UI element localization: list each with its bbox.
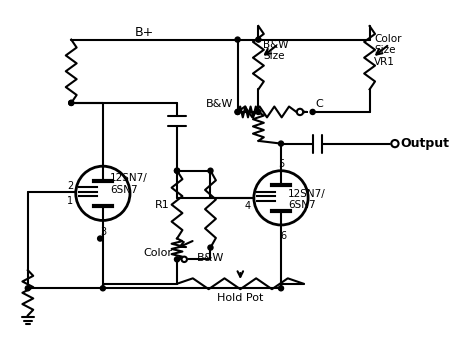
Circle shape — [256, 109, 261, 114]
Text: 6: 6 — [280, 231, 286, 241]
Text: Color: Color — [144, 248, 172, 258]
Circle shape — [235, 109, 240, 114]
Text: B&W: B&W — [197, 253, 224, 263]
Circle shape — [235, 109, 240, 114]
Text: B+: B+ — [135, 26, 154, 39]
Text: B&W: B&W — [206, 99, 233, 109]
Circle shape — [235, 37, 240, 42]
Text: Color
Size
VR1: Color Size VR1 — [374, 34, 402, 67]
Text: 4: 4 — [245, 201, 251, 211]
Circle shape — [175, 257, 180, 262]
Circle shape — [208, 245, 213, 250]
Text: R1: R1 — [154, 200, 169, 209]
Circle shape — [279, 286, 284, 291]
Circle shape — [256, 37, 261, 42]
Circle shape — [175, 168, 180, 173]
Text: 12SN7/
6SN7: 12SN7/ 6SN7 — [288, 189, 326, 211]
Circle shape — [25, 286, 30, 291]
Circle shape — [279, 141, 284, 146]
Text: Hold Pot: Hold Pot — [217, 293, 264, 303]
Text: 1: 1 — [67, 196, 73, 206]
Text: 12SN7/
6SN7: 12SN7/ 6SN7 — [110, 174, 148, 195]
Text: C: C — [315, 99, 323, 109]
Circle shape — [297, 109, 303, 115]
Circle shape — [310, 109, 315, 114]
Circle shape — [208, 168, 213, 173]
Circle shape — [69, 100, 74, 105]
Text: 2: 2 — [67, 181, 73, 191]
Circle shape — [98, 236, 103, 241]
Circle shape — [181, 257, 187, 262]
Text: Output: Output — [400, 137, 450, 150]
Text: 5: 5 — [278, 159, 284, 169]
Circle shape — [392, 140, 399, 147]
Text: 3: 3 — [100, 227, 106, 237]
Text: B&W
Size: B&W Size — [263, 40, 288, 61]
Circle shape — [100, 286, 105, 291]
Circle shape — [175, 168, 180, 173]
Circle shape — [69, 100, 74, 105]
